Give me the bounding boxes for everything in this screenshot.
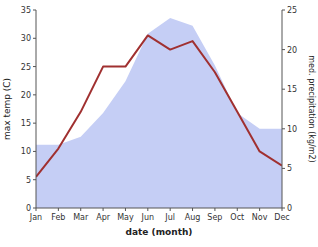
x-axis-label: date (month) bbox=[126, 227, 193, 237]
y2-tick-label: 20 bbox=[287, 46, 297, 55]
x-axis-line bbox=[36, 208, 282, 209]
y-tick bbox=[33, 10, 36, 11]
y-tick bbox=[33, 123, 36, 124]
x-tick-label: Aug bbox=[185, 213, 201, 222]
x-tick-label: Apr bbox=[96, 213, 111, 222]
precipitation-area bbox=[36, 18, 282, 208]
y-tick bbox=[33, 151, 36, 152]
x-tick bbox=[103, 208, 104, 211]
x-tick bbox=[36, 208, 37, 211]
y-tick-label: 35 bbox=[21, 6, 31, 15]
x-tick-label: Jul bbox=[164, 213, 175, 222]
y-tick bbox=[33, 38, 36, 39]
x-tick-label: Nov bbox=[252, 213, 268, 222]
y2-tick bbox=[282, 128, 285, 129]
y-tick bbox=[33, 179, 36, 180]
y2-tick-label: 0 bbox=[287, 204, 292, 213]
y2-tick bbox=[282, 168, 285, 169]
x-tick bbox=[259, 208, 260, 211]
temperature-line bbox=[36, 35, 282, 176]
x-tick-label: Mar bbox=[73, 213, 89, 222]
y2-tick bbox=[282, 10, 285, 11]
y-axis-line bbox=[36, 10, 37, 208]
y-tick-label: 10 bbox=[21, 147, 31, 156]
x-tick bbox=[170, 208, 171, 211]
x-tick-label: Jun bbox=[141, 213, 155, 222]
y2-tick-label: 25 bbox=[287, 6, 297, 15]
x-tick-label: Dec bbox=[274, 213, 289, 222]
y2-tick-label: 10 bbox=[287, 125, 297, 134]
y2-tick-label: 15 bbox=[287, 85, 297, 94]
y2-tick bbox=[282, 89, 285, 90]
y-tick-label: 0 bbox=[26, 204, 31, 213]
plot-area bbox=[36, 18, 282, 208]
x-tick bbox=[125, 208, 126, 211]
x-tick-label: Sep bbox=[207, 213, 222, 222]
x-tick-label: May bbox=[117, 213, 134, 222]
x-tick bbox=[192, 208, 193, 211]
x-tick-label: Feb bbox=[51, 213, 65, 222]
y-tick-label: 15 bbox=[21, 119, 31, 128]
x-tick-label: Oct bbox=[230, 213, 244, 222]
y-tick-label: 30 bbox=[21, 34, 31, 43]
x-tick bbox=[80, 208, 81, 211]
chart: 0 5 10 15 20 25 30 35 0 5 10 15 20 25 Jan Feb Mar Apr May J… bbox=[0, 0, 318, 247]
x-tick bbox=[214, 208, 215, 211]
y-tick bbox=[33, 66, 36, 67]
y-tick-label: 5 bbox=[26, 176, 31, 185]
y2-axis-label: med. precipitation (kg/m2) bbox=[307, 55, 316, 162]
y-tick-label: 20 bbox=[21, 91, 31, 100]
y2-tick-label: 5 bbox=[287, 164, 292, 173]
y-axis-label: max temp (C) bbox=[2, 78, 12, 140]
x-tick bbox=[282, 208, 283, 211]
y2-tick bbox=[282, 49, 285, 50]
x-tick-label: Jan bbox=[29, 213, 42, 222]
y2-axis-line bbox=[282, 10, 283, 208]
x-tick bbox=[58, 208, 59, 211]
y-tick-label: 25 bbox=[21, 63, 31, 72]
y-tick bbox=[33, 94, 36, 95]
x-tick bbox=[237, 208, 238, 211]
x-tick bbox=[147, 208, 148, 211]
